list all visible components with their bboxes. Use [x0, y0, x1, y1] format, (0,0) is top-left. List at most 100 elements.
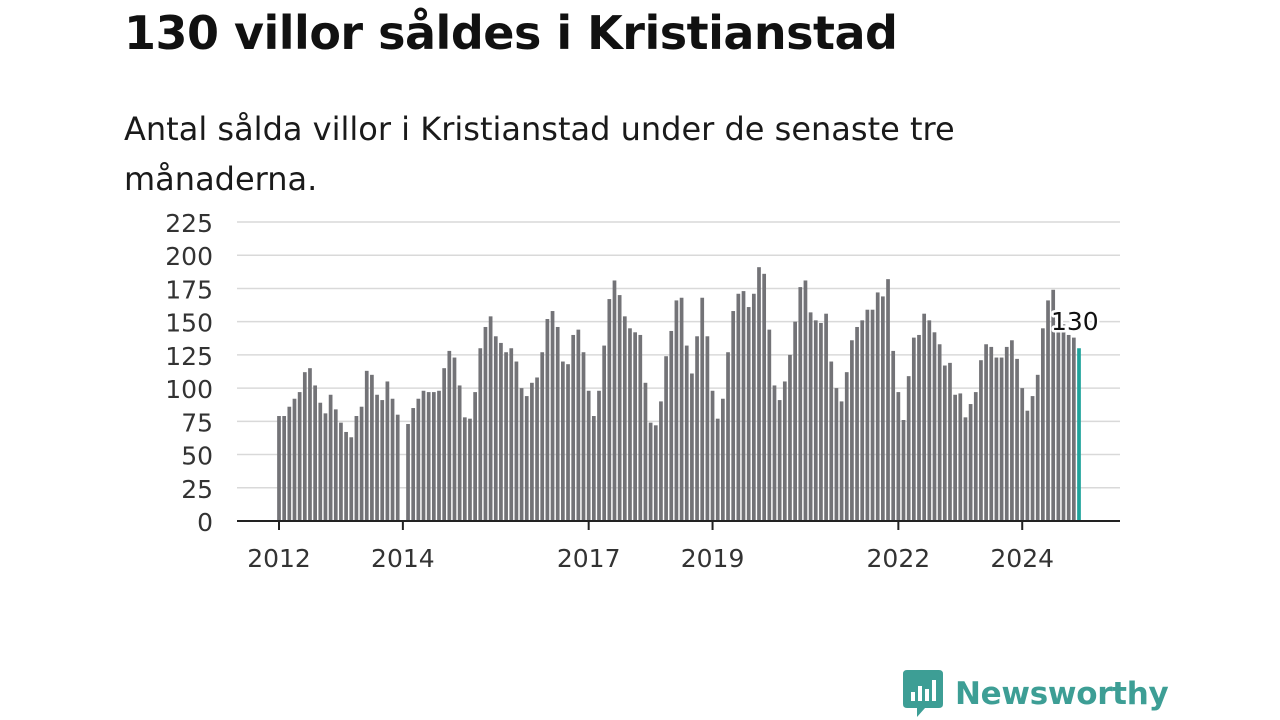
- data-labels: 130: [1049, 305, 1102, 339]
- bar: [519, 388, 524, 521]
- bar: [690, 373, 694, 521]
- bar: [504, 352, 508, 521]
- bars: [277, 267, 1081, 521]
- bar: [664, 356, 668, 521]
- bar: [803, 280, 808, 521]
- bar: [994, 357, 999, 521]
- gridlines: [237, 221, 1120, 489]
- bar: [870, 309, 875, 521]
- bar: [602, 345, 607, 521]
- bar: [473, 392, 477, 521]
- bar: [875, 292, 880, 521]
- bar: [586, 390, 591, 521]
- brand-logo: Newsworthy: [903, 670, 1169, 718]
- bar: [705, 336, 710, 521]
- bar: [911, 337, 916, 521]
- bar: [762, 273, 767, 521]
- bar: [932, 332, 937, 521]
- x-axis-tick-labels: 2012 2014 2017 2019 2022 2024: [247, 544, 1054, 573]
- bar: [1046, 300, 1050, 521]
- bar: [886, 279, 890, 521]
- bar: [287, 406, 292, 521]
- bar: [1056, 317, 1061, 521]
- bar: [607, 299, 612, 521]
- bar: [333, 409, 338, 521]
- bar: [643, 382, 648, 521]
- bar: [514, 361, 519, 521]
- bar: [370, 374, 374, 521]
- bar: [633, 332, 637, 521]
- bar: [700, 297, 705, 521]
- bar: [731, 311, 736, 521]
- bar: [927, 320, 932, 521]
- bar: [674, 300, 679, 521]
- bar: [622, 316, 627, 521]
- bar: [566, 364, 570, 521]
- bar: [942, 365, 947, 521]
- bar: [881, 296, 885, 521]
- bar: [364, 370, 369, 521]
- bar: [426, 392, 431, 521]
- bar: [1015, 358, 1019, 521]
- bar: [793, 321, 797, 521]
- bar: [385, 381, 390, 521]
- bar: [751, 293, 756, 521]
- bar: [953, 394, 957, 521]
- bar: [684, 345, 689, 521]
- bar: [483, 326, 488, 521]
- bar: [576, 329, 581, 521]
- bar: [297, 392, 302, 521]
- bar: [968, 404, 973, 521]
- bar: [850, 340, 854, 521]
- bar: [395, 414, 400, 521]
- bar: [328, 394, 333, 521]
- bar: [746, 307, 751, 521]
- bar: [979, 360, 983, 521]
- bar: [406, 423, 410, 521]
- bar: [937, 344, 942, 521]
- bar: [540, 352, 545, 521]
- bar: [963, 417, 968, 521]
- y-tick-label: 225: [165, 209, 213, 238]
- bar: [530, 382, 534, 521]
- bar: [493, 336, 498, 521]
- bar: [860, 320, 865, 521]
- page-title: 130 villor såldes i Kristianstad: [124, 6, 898, 60]
- bar: [999, 357, 1004, 521]
- bar: [1041, 328, 1045, 521]
- bar: [1051, 289, 1056, 521]
- bar: [535, 377, 539, 521]
- bar: [958, 393, 963, 521]
- bar: [715, 418, 720, 521]
- bar: [457, 385, 462, 521]
- bar: [777, 400, 782, 521]
- bar: [695, 336, 699, 521]
- page-subtitle: Antal sålda villor i Kristianstad under …: [124, 110, 955, 198]
- bar: [679, 297, 684, 521]
- bar: [452, 357, 457, 521]
- bar: [323, 413, 328, 521]
- brand-name: Newsworthy: [955, 676, 1169, 712]
- bar: [318, 402, 323, 521]
- bar: [462, 417, 467, 521]
- bar: [1004, 346, 1009, 521]
- bar: [617, 295, 622, 521]
- bar: [561, 361, 565, 521]
- bar: [891, 350, 896, 521]
- bar: [901, 420, 906, 521]
- bar: [509, 348, 514, 521]
- bar: [1020, 388, 1025, 521]
- bar: [359, 406, 364, 521]
- bar: [782, 381, 787, 521]
- bar: [1066, 334, 1071, 521]
- bar: [282, 416, 287, 521]
- bar: [1030, 396, 1035, 521]
- y-axis-tick-labels: 0 25 50 75 100 125 150 175 200 225: [165, 209, 213, 537]
- bar: [555, 326, 560, 521]
- bar: [545, 319, 550, 521]
- last-value-label: 130: [1051, 307, 1099, 336]
- bar: [447, 350, 452, 521]
- bar: [973, 392, 978, 521]
- bar: [1061, 324, 1066, 521]
